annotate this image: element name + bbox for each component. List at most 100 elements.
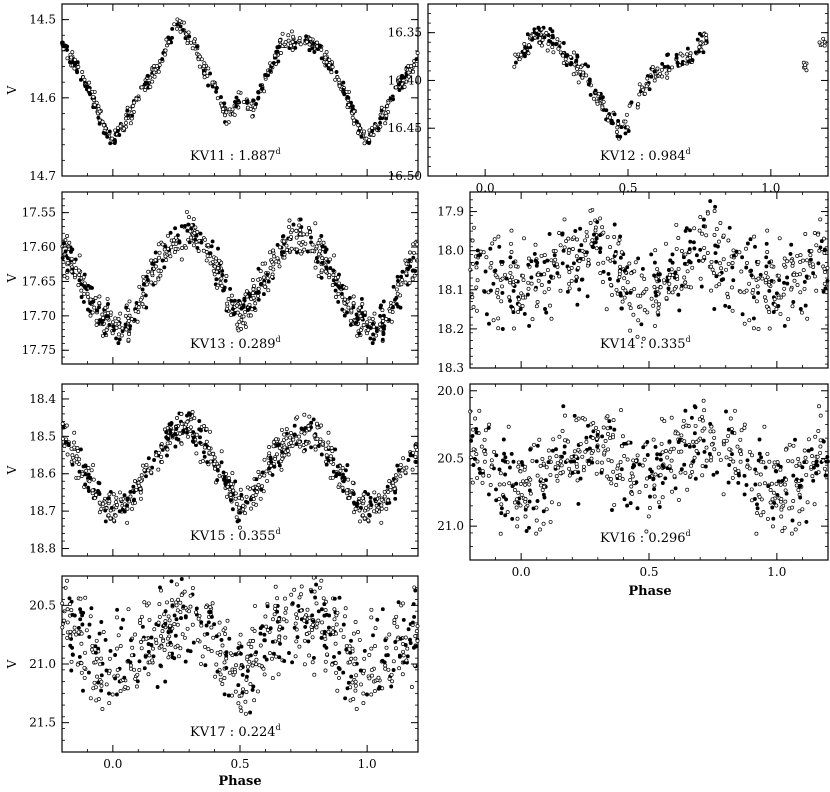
data-point (486, 425, 491, 430)
data-point (527, 482, 532, 487)
data-point (563, 413, 567, 418)
data-point (203, 644, 207, 649)
data-point (825, 278, 830, 283)
data-point (237, 641, 242, 646)
data-point (408, 637, 412, 642)
data-point (518, 503, 523, 508)
data-point (301, 232, 306, 237)
data-point (611, 418, 616, 423)
data-point (768, 500, 773, 505)
data-point (224, 650, 229, 655)
data-point (178, 431, 182, 436)
data-point (772, 464, 776, 469)
data-point (561, 41, 566, 45)
data-point (522, 467, 527, 472)
data-point (360, 496, 365, 501)
data-point (377, 685, 382, 690)
data-point (777, 278, 782, 283)
data-point (122, 126, 126, 131)
data-point (271, 444, 276, 449)
data-point (179, 412, 184, 416)
data-point (369, 692, 374, 697)
data-point (313, 444, 318, 449)
data-point (145, 278, 150, 282)
data-point (519, 291, 524, 296)
data-point (81, 464, 86, 469)
data-point (307, 48, 312, 53)
data-point (336, 284, 341, 289)
data-point (181, 428, 186, 433)
data-point (234, 663, 238, 668)
data-point (250, 626, 255, 631)
data-point (225, 301, 230, 306)
data-point (643, 442, 648, 447)
data-point (800, 465, 805, 470)
data-point (665, 455, 670, 460)
data-point (574, 464, 579, 469)
data-point (723, 303, 728, 308)
data-point (503, 472, 508, 477)
data-point (305, 632, 309, 636)
data-point (557, 40, 562, 45)
data-point (69, 446, 74, 451)
data-point (534, 531, 539, 536)
data-point (238, 651, 243, 656)
data-point (220, 283, 225, 288)
data-point (399, 73, 404, 78)
data-point (410, 268, 415, 273)
data-point (385, 484, 390, 489)
data-point (223, 482, 228, 487)
data-point (391, 668, 396, 672)
data-point (118, 124, 123, 129)
data-point (86, 670, 91, 675)
data-point (654, 456, 659, 461)
data-point (690, 58, 695, 63)
data-point (314, 625, 319, 630)
data-point (527, 323, 532, 328)
data-point (319, 607, 324, 612)
data-point (352, 662, 357, 667)
data-point (254, 650, 259, 655)
data-point (118, 311, 123, 316)
data-point (343, 468, 348, 473)
data-point (518, 481, 523, 486)
data-point (146, 649, 151, 654)
data-point (599, 470, 604, 475)
data-point (294, 247, 299, 252)
data-point (261, 292, 266, 297)
data-point (355, 315, 360, 320)
data-point (159, 588, 163, 593)
data-point (488, 483, 493, 487)
data-point (166, 655, 171, 660)
data-point (214, 85, 219, 90)
data-point (305, 249, 310, 254)
data-point (672, 286, 677, 291)
data-point (72, 625, 77, 630)
data-point (411, 69, 416, 74)
data-point (94, 318, 99, 323)
data-point (504, 276, 509, 281)
data-point (324, 612, 329, 617)
data-point (82, 675, 87, 680)
data-point (721, 233, 726, 238)
data-point (137, 483, 141, 488)
data-point (605, 414, 610, 419)
data-point (475, 475, 480, 480)
data-point (760, 276, 765, 281)
data-point (78, 596, 83, 601)
data-point (516, 460, 521, 465)
data-point (299, 584, 304, 589)
y-axis-title: V (5, 659, 19, 669)
data-point (370, 341, 375, 346)
data-point (266, 288, 271, 293)
data-points (468, 199, 830, 341)
data-point (247, 302, 252, 307)
data-point (297, 36, 302, 41)
data-point (250, 307, 254, 312)
data-point (751, 326, 756, 331)
data-point (562, 217, 567, 222)
data-point (704, 233, 709, 238)
data-point (245, 654, 250, 659)
data-point (797, 272, 802, 277)
data-point (578, 476, 583, 481)
